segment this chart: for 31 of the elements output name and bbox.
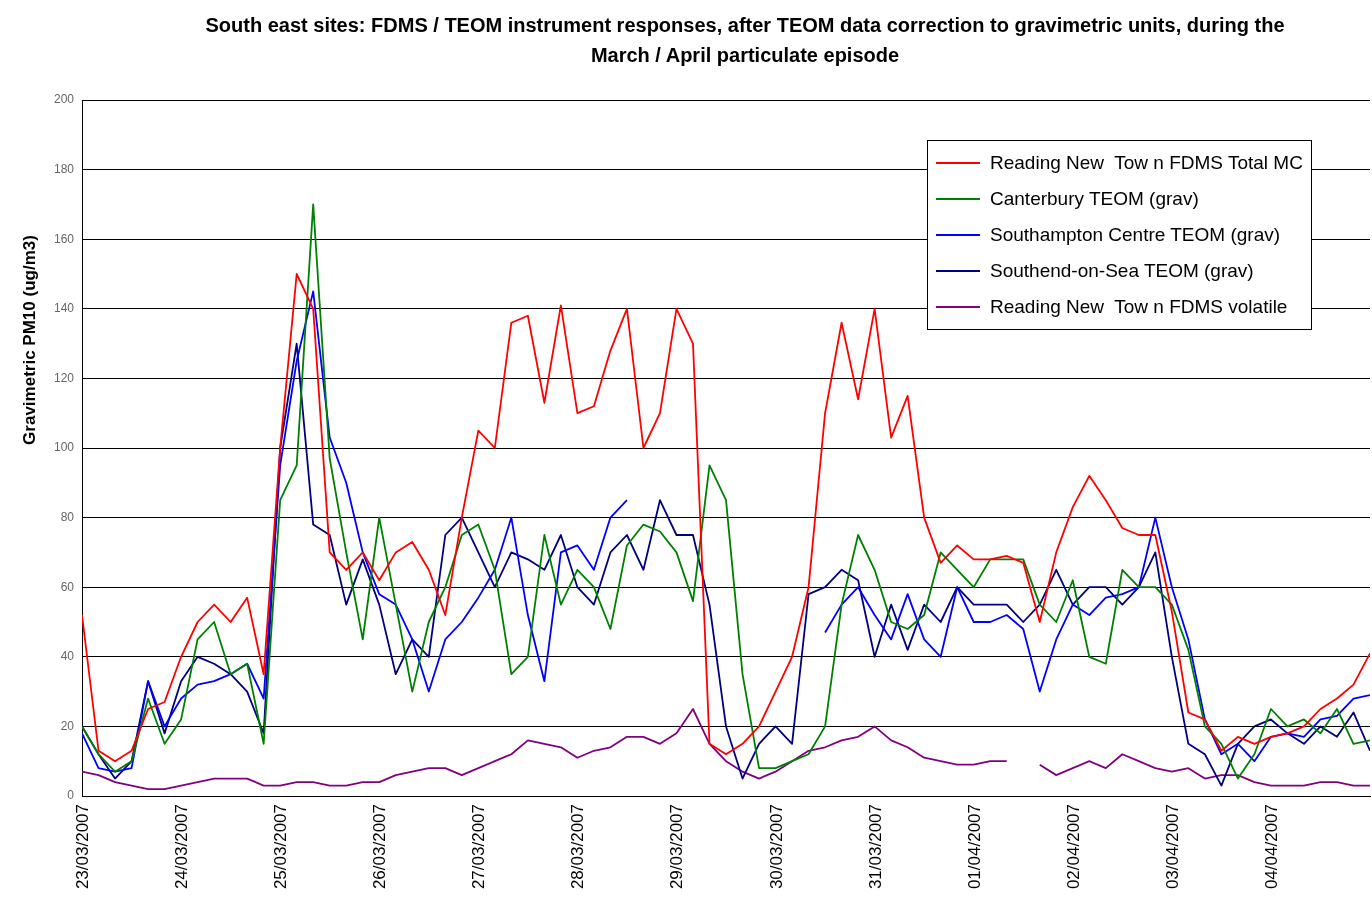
- y-tick-label: 0: [67, 788, 75, 803]
- x-tick-label: 04/04/2007: [1261, 804, 1281, 890]
- legend-label: Canterbury TEOM (grav): [990, 188, 1199, 210]
- x-tick-label: 28/03/2007: [568, 804, 588, 890]
- chart-title: South east sites: FDMS / TEOM instrument responses, after TEOM data correction to gravimetric units, during the March / April particulate episode: [204, 13, 1286, 68]
- y-tick-label: 140: [53, 301, 75, 316]
- x-tick-label: 31/03/2007: [865, 804, 885, 890]
- y-axis-title: Gravimetric PM10 (ug/m3): [20, 234, 40, 447]
- y-tick-label: 180: [53, 161, 75, 176]
- y-tick-label: 20: [60, 718, 75, 733]
- y-tick-label: 40: [60, 649, 75, 664]
- y-tick-label: 80: [60, 509, 75, 524]
- x-tick-label: 27/03/2007: [469, 804, 489, 890]
- x-tick-label: 30/03/2007: [766, 804, 786, 890]
- x-tick-label: 01/04/2007: [964, 804, 984, 890]
- legend-label: Southend-on-Sea TEOM (grav): [990, 260, 1254, 282]
- y-tick-label: 60: [60, 579, 75, 594]
- y-tick-label: 160: [53, 231, 75, 246]
- legend-label: Reading New Tow n FDMS Total MC: [990, 152, 1303, 174]
- x-tick-label: 24/03/2007: [172, 804, 192, 890]
- x-tick-label: 26/03/2007: [370, 804, 390, 890]
- y-tick-label: 100: [53, 440, 75, 455]
- x-tick-label: 29/03/2007: [667, 804, 687, 890]
- y-tick-label: 120: [53, 370, 75, 385]
- x-tick-label: 03/04/2007: [1162, 804, 1182, 890]
- y-tick-label: 200: [53, 92, 75, 107]
- x-tick-label: 02/04/2007: [1063, 804, 1083, 890]
- x-tick-label: 23/03/2007: [73, 804, 93, 890]
- legend-label: Southampton Centre TEOM (grav): [990, 224, 1281, 246]
- legend-label: Reading New Tow n FDMS volatile: [990, 296, 1288, 318]
- x-tick-label: 25/03/2007: [271, 804, 291, 890]
